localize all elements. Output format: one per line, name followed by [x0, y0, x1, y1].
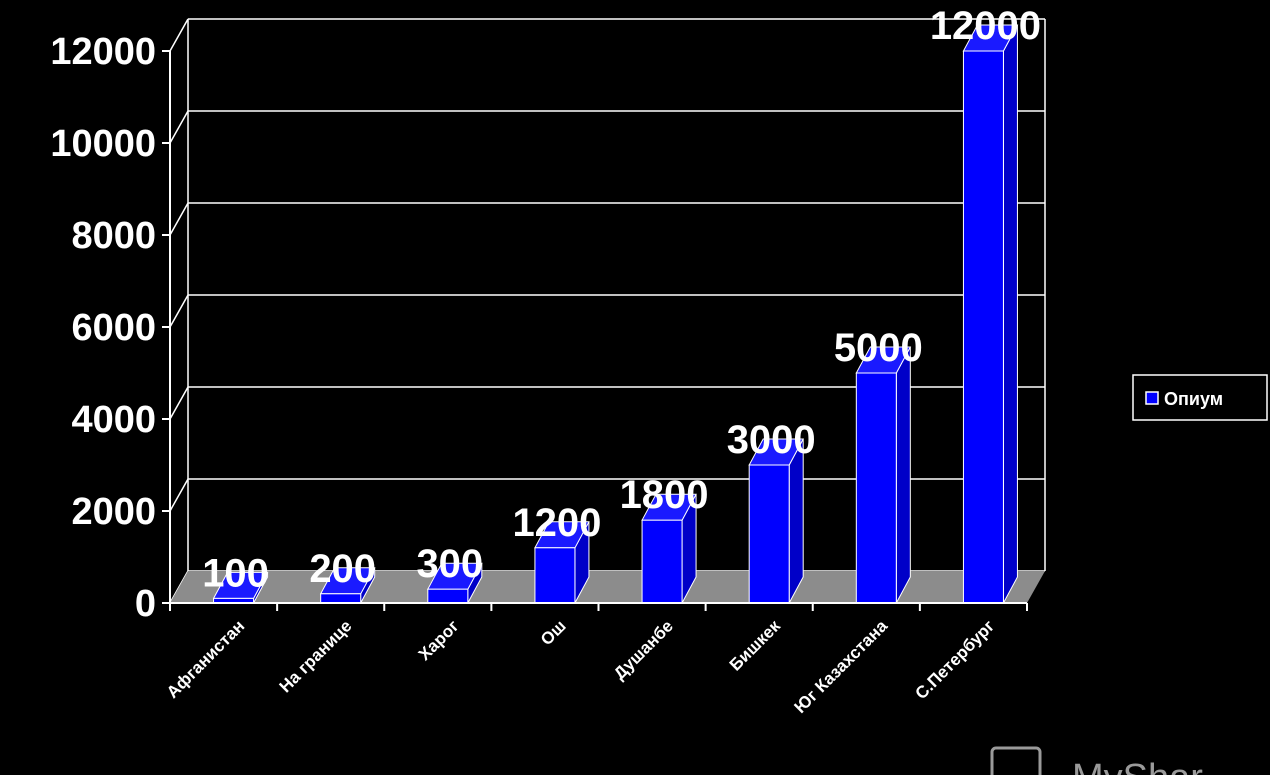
x-tick-label: Харог	[415, 616, 463, 664]
bar	[748, 438, 805, 604]
watermark-logo-icon	[990, 746, 1042, 775]
data-label: 100	[202, 551, 269, 595]
bar	[426, 562, 483, 604]
x-axis-tick-labels: Афганистан На границе Харог Ош Душанбе Бишкек…	[163, 616, 998, 717]
watermark-text: MyShar	[1072, 757, 1203, 775]
bar-front-face	[748, 464, 790, 604]
x-tick-label: На границе	[276, 616, 356, 696]
y-tick-label: 6000	[71, 307, 156, 349]
data-label: 5000	[834, 326, 923, 370]
gridlines	[169, 18, 1046, 604]
x-tick-label: С.Петербург	[912, 616, 999, 703]
bar-side-face	[788, 438, 804, 604]
data-label: 3000	[727, 418, 816, 462]
bar	[212, 571, 269, 604]
bar-side-face	[895, 346, 911, 604]
y-tick-label: 0	[135, 583, 156, 625]
floor-plane	[170, 571, 1045, 603]
bar	[534, 521, 590, 604]
y-tick-label: 10000	[50, 123, 156, 165]
side-wall-gridline	[169, 478, 189, 512]
side-wall-gridline	[169, 202, 189, 236]
x-tick-label: Юг Казахстана	[791, 616, 892, 717]
bar-side-face	[1002, 24, 1018, 604]
side-wall-gridline	[169, 386, 189, 420]
bar	[641, 493, 697, 604]
bar-front-face	[962, 50, 1004, 604]
side-wall-gridline	[169, 294, 189, 328]
data-label: 1200	[512, 501, 601, 545]
bar-front-face	[320, 593, 362, 604]
data-label: 12000	[930, 4, 1041, 48]
bars	[212, 24, 1019, 604]
y-tick-label: 8000	[71, 215, 156, 257]
x-tick-label: Афганистан	[163, 616, 249, 702]
legend-label-opium: Опиум	[1164, 389, 1223, 409]
data-label: 200	[309, 547, 376, 591]
bar	[319, 567, 376, 604]
y-tick-label: 4000	[71, 399, 156, 441]
watermark: MyShar	[990, 746, 1203, 775]
bar	[855, 346, 912, 604]
chart-floor	[170, 571, 1045, 603]
data-labels: 100 200 300 1200 1800 3000 5000 12000	[202, 4, 1041, 595]
data-label: 300	[416, 542, 483, 586]
legend: Опиум	[1132, 374, 1268, 421]
side-wall-gridline	[169, 18, 189, 52]
x-tick-label: Бишкек	[726, 616, 785, 675]
data-label: 1800	[620, 473, 709, 517]
bar-front-face	[641, 519, 683, 604]
x-tick-label: Душанбе	[610, 616, 677, 683]
bar	[962, 24, 1019, 604]
legend-swatch-opium	[1145, 391, 1159, 405]
x-tick-label: Ош	[537, 616, 570, 649]
bar-front-face	[855, 372, 897, 604]
bar-front-face	[427, 588, 469, 604]
axes	[162, 50, 1028, 611]
y-axis-tick-labels: 0 2000 4000 6000 8000 10000 12000	[50, 31, 156, 625]
y-tick-label: 12000	[50, 31, 156, 73]
side-wall-gridline	[169, 110, 189, 144]
bar-front-face	[534, 547, 576, 604]
y-tick-label: 2000	[71, 491, 156, 533]
